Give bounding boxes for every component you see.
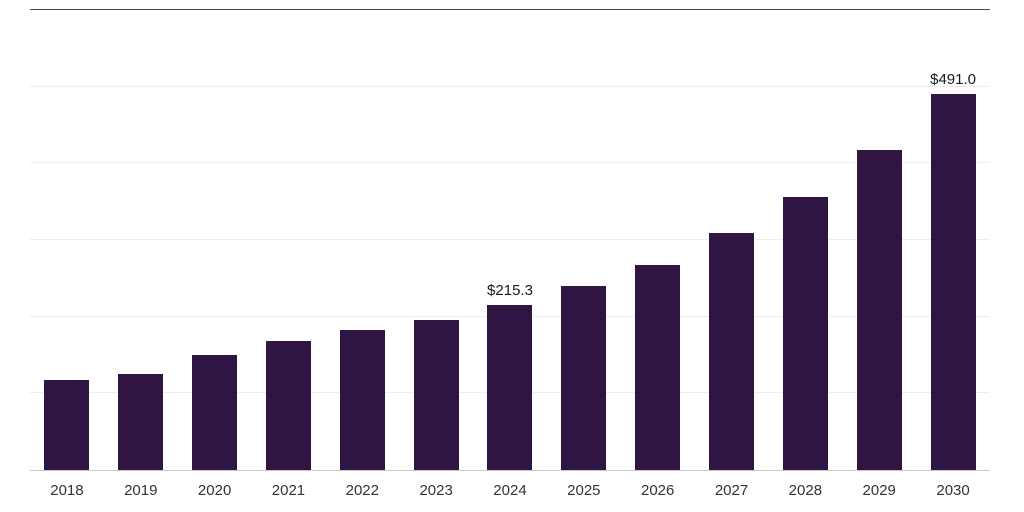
gridline: [30, 239, 990, 240]
plot-area: $215.3 $491.0: [30, 9, 990, 471]
bar-cell-2024: $215.3: [473, 10, 547, 470]
x-axis-label-2019: 2019: [124, 482, 158, 499]
x-axis-label-2025: 2025: [567, 482, 601, 499]
bar-2020: [192, 355, 238, 470]
bar-cell-2030: $491.0: [916, 10, 990, 470]
bar-2026: [635, 264, 681, 470]
gridline: [30, 85, 990, 87]
bar-cell-2027: [695, 10, 769, 470]
x-axis-label-2027: 2027: [714, 482, 749, 499]
bar-2027: [709, 233, 755, 470]
bar-2023: [413, 319, 459, 470]
data-label-2030: $491.0: [930, 70, 976, 88]
bar-2019: [118, 374, 164, 470]
bar-cell-2022: [325, 10, 399, 470]
bar-cell-2029: [842, 10, 916, 470]
x-axis: 2018 2019 2020 2021 2022 2023 2024 2025 2026 2027…: [30, 482, 990, 499]
x-axis-label-2023: 2023: [419, 482, 453, 499]
bars-row: $215.3 $491.0: [30, 10, 990, 470]
gridline-top: [30, 9, 990, 10]
bar-cell-2023: [399, 10, 473, 470]
bar-2024: [487, 304, 533, 470]
bar-cell-2028: [768, 10, 842, 470]
data-label-2024: $215.3: [487, 281, 533, 299]
bar-cell-2018: [30, 10, 104, 470]
x-axis-label-2026: 2026: [640, 482, 675, 499]
x-axis-label-2021: 2021: [271, 482, 306, 499]
bar-2022: [339, 330, 385, 470]
x-axis-label-2029: 2029: [862, 482, 896, 499]
bar-cell-2026: [621, 10, 695, 470]
bar-2029: [856, 150, 902, 470]
bar-cell-2019: [104, 10, 178, 470]
bar-2018: [44, 379, 90, 470]
x-axis-label-2018: 2018: [50, 482, 84, 499]
x-axis-label-2030: 2030: [936, 482, 970, 499]
bar-2025: [561, 286, 607, 470]
bar-cell-2025: [547, 10, 621, 470]
bar-cell-2020: [178, 10, 252, 470]
x-axis-label-2022: 2022: [345, 482, 379, 499]
bar-cell-2021: [252, 10, 326, 470]
bar-2021: [265, 341, 311, 470]
bar-2030: [930, 93, 976, 470]
x-axis-label-2024: 2024: [493, 482, 527, 499]
x-axis-label-2028: 2028: [788, 482, 823, 499]
bar-2028: [782, 197, 828, 470]
gridline: [30, 162, 990, 164]
x-axis-label-2020: 2020: [197, 482, 232, 499]
